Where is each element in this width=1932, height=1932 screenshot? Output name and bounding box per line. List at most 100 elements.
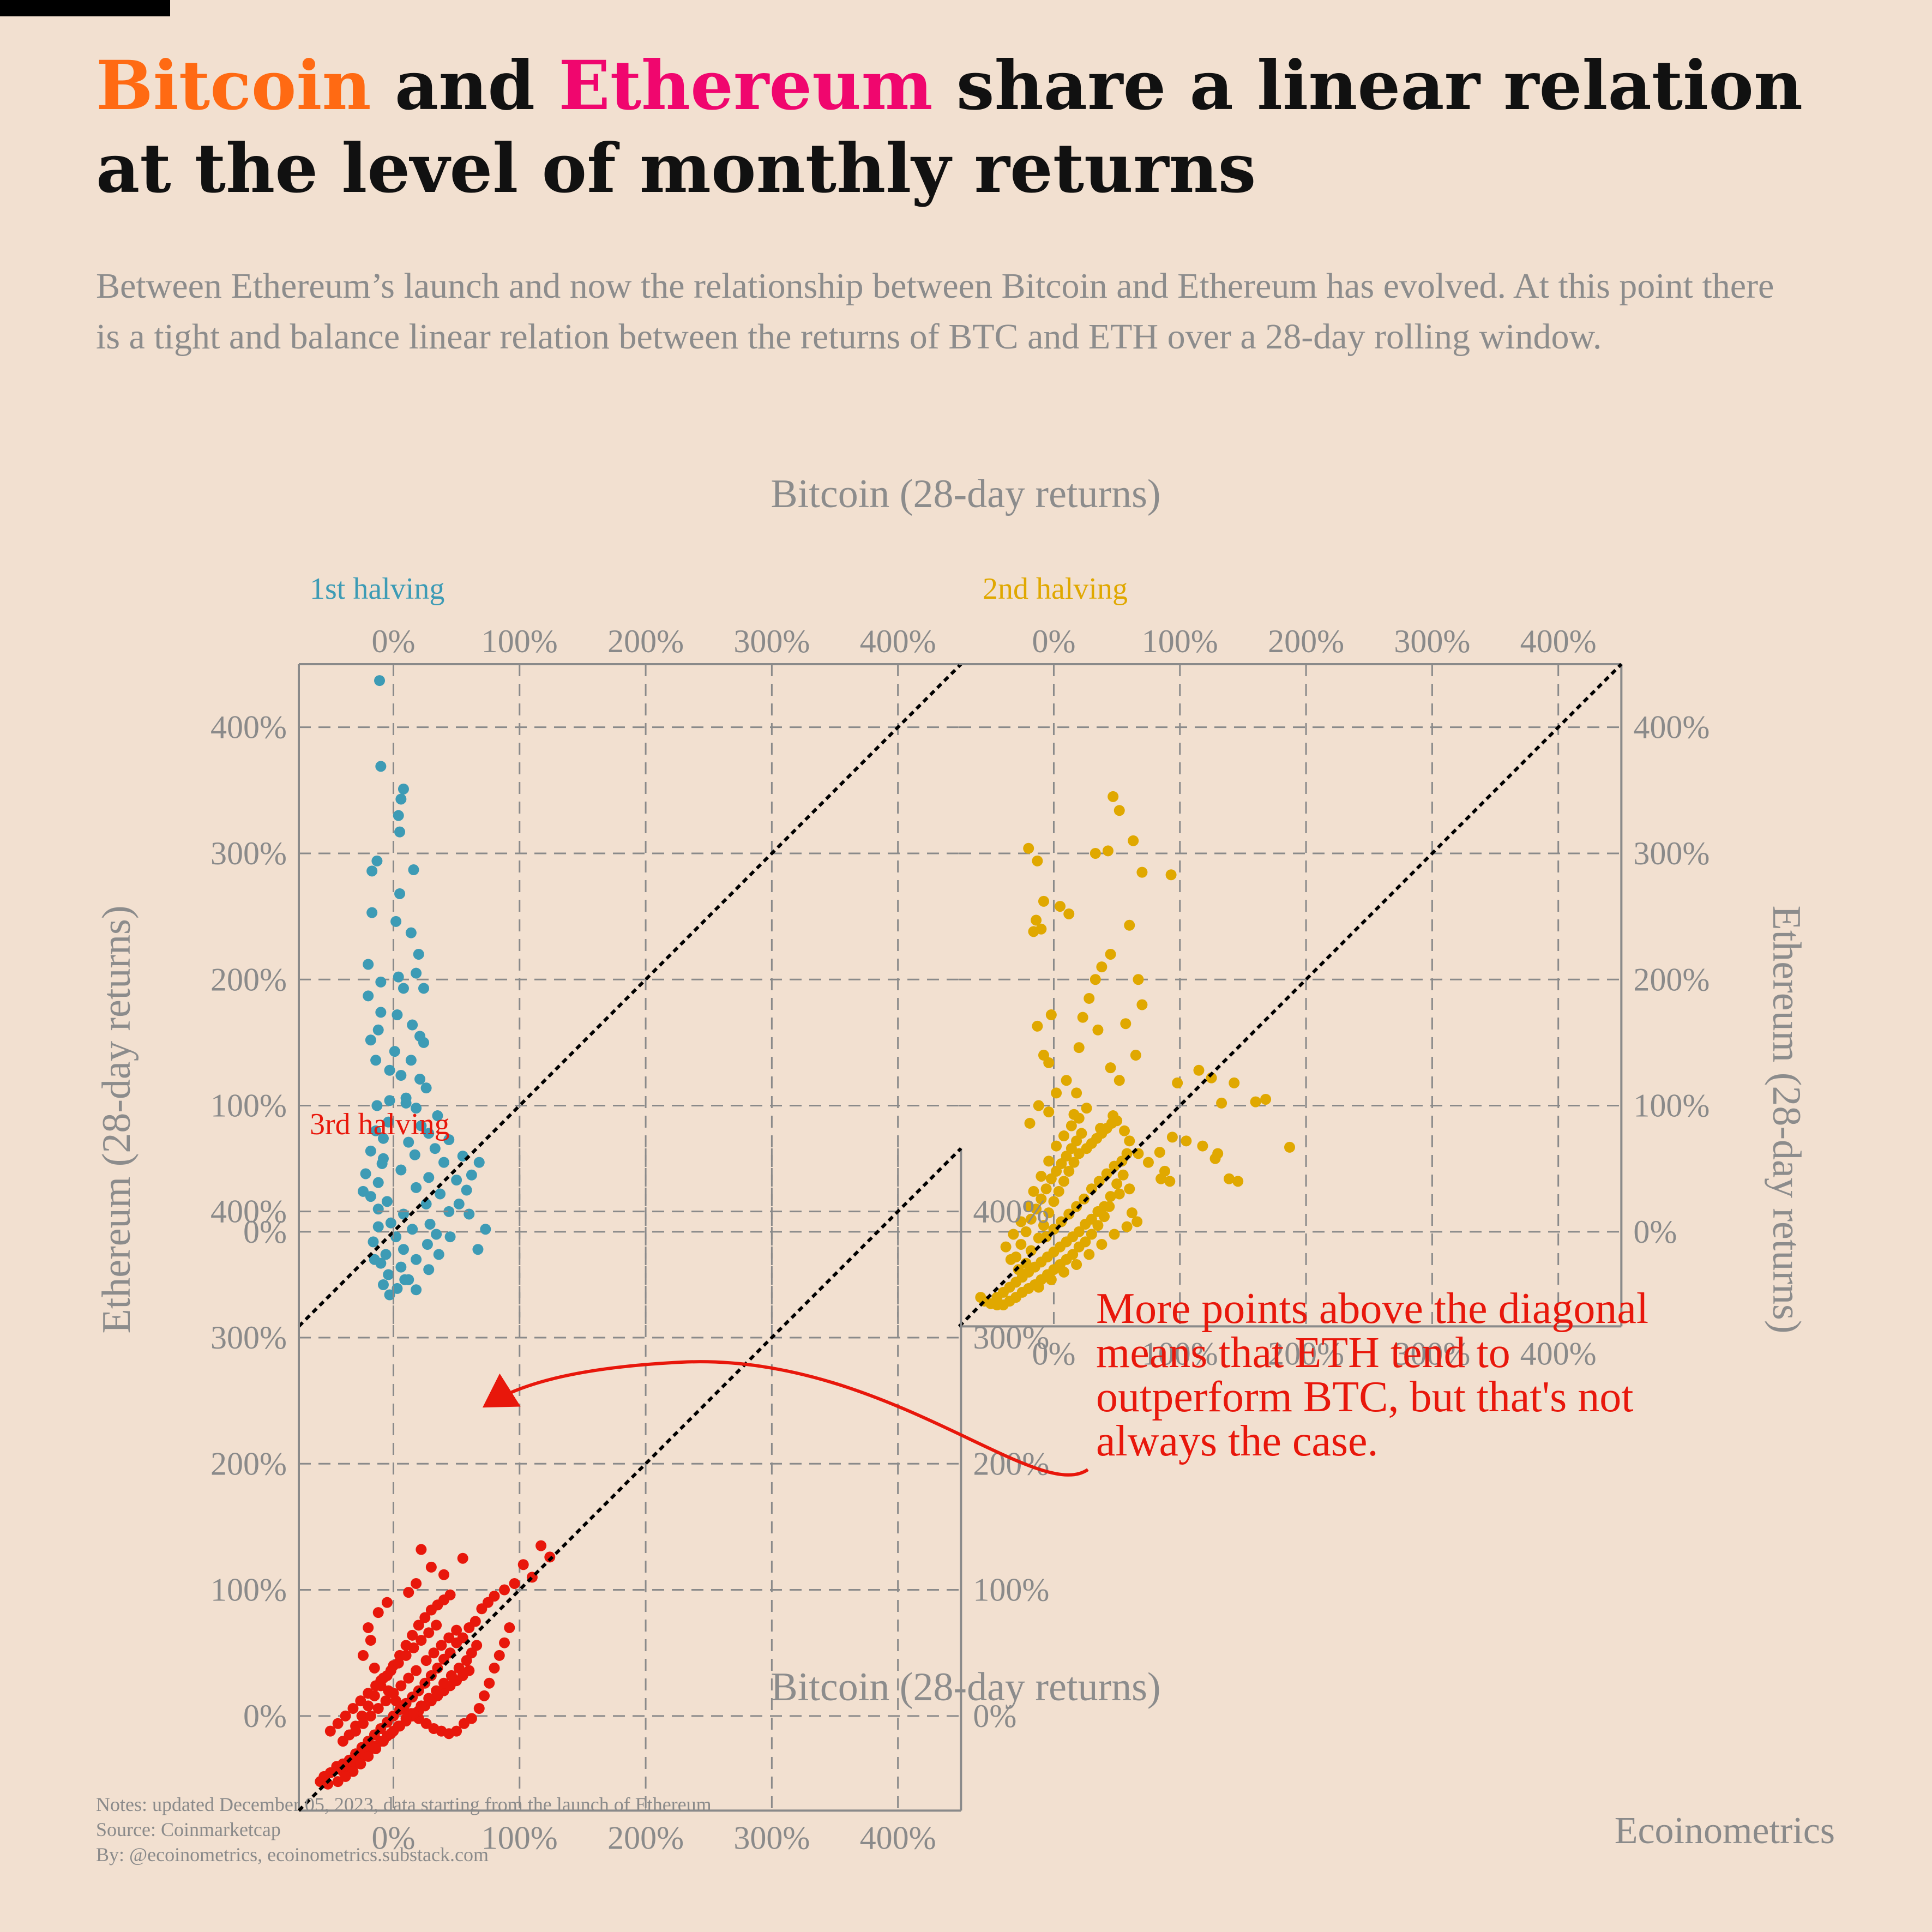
data-point xyxy=(1015,1216,1027,1227)
data-point xyxy=(453,1662,465,1674)
y-tick-label: 100% xyxy=(973,1572,1049,1608)
data-point xyxy=(1105,1191,1116,1202)
x-tick-label: 200% xyxy=(1268,1335,1344,1371)
data-point xyxy=(1043,1106,1055,1118)
data-point xyxy=(372,1024,384,1036)
data-point xyxy=(1073,1241,1085,1253)
data-point xyxy=(384,1095,395,1106)
y-tick-label: 200% xyxy=(210,961,287,997)
data-point xyxy=(408,1642,419,1653)
data-point xyxy=(372,1607,384,1618)
x-tick-label: 0% xyxy=(371,1820,415,1856)
data-point xyxy=(393,810,404,821)
data-point xyxy=(418,983,429,994)
data-point xyxy=(438,1569,449,1580)
y-tick-label: 300% xyxy=(210,1320,287,1356)
data-point xyxy=(1071,1087,1082,1099)
data-point xyxy=(369,1254,380,1265)
data-point xyxy=(423,1264,435,1275)
data-point xyxy=(423,1627,435,1639)
data-point xyxy=(431,1229,442,1240)
data-point xyxy=(438,1677,449,1689)
data-point xyxy=(1108,791,1119,802)
data-point xyxy=(398,1208,409,1220)
x-tick-label: 400% xyxy=(860,623,936,659)
data-point xyxy=(414,1073,426,1085)
data-point xyxy=(365,1635,376,1646)
data-point xyxy=(476,1603,487,1615)
data-point xyxy=(377,1153,389,1164)
panel-2: 0% 0% 0% 100% 100% 100% 200% 200% 200% 300% 300% 30… xyxy=(958,572,1710,1371)
data-point xyxy=(1043,1207,1055,1219)
data-point xyxy=(413,948,424,960)
data-point xyxy=(384,1289,395,1301)
data-point xyxy=(431,1620,442,1631)
x-tick-label: 0% xyxy=(371,623,415,659)
data-point xyxy=(493,1650,505,1661)
title-ethereum: Ethereum xyxy=(558,46,933,125)
data-point xyxy=(1063,1165,1075,1177)
title-bitcoin: Bitcoin xyxy=(96,46,371,125)
data-point xyxy=(436,1640,447,1651)
y-tick-label: 400% xyxy=(210,709,287,745)
data-point xyxy=(363,1622,374,1633)
data-point xyxy=(1124,1135,1135,1147)
data-point xyxy=(1015,1238,1027,1250)
data-point xyxy=(1048,1224,1060,1235)
data-point xyxy=(1133,974,1144,985)
data-point xyxy=(424,1218,436,1230)
x-tick-label: 300% xyxy=(733,623,810,659)
data-point xyxy=(1197,1140,1208,1152)
data-point xyxy=(1025,1213,1037,1225)
data-point xyxy=(420,1082,432,1094)
data-point xyxy=(1056,1216,1067,1227)
data-point xyxy=(1084,992,1095,1004)
y-tick-label: 0% xyxy=(243,1214,287,1250)
data-point xyxy=(375,761,387,772)
data-point xyxy=(1124,1183,1135,1195)
data-point xyxy=(411,1254,422,1265)
data-point xyxy=(1081,1103,1092,1114)
data-point xyxy=(381,1597,393,1608)
data-point xyxy=(405,1055,417,1066)
data-point xyxy=(363,1750,374,1762)
diagonal-reference-line xyxy=(297,663,962,1328)
data-point xyxy=(1023,842,1034,854)
data-point xyxy=(1071,1201,1082,1212)
data-point xyxy=(370,1125,382,1136)
data-point xyxy=(403,1136,414,1148)
data-point xyxy=(1096,1238,1108,1250)
data-point xyxy=(1032,1020,1043,1032)
x-tick-label: 300% xyxy=(733,1820,810,1856)
data-point xyxy=(1000,1241,1012,1253)
data-point xyxy=(1051,1140,1062,1152)
data-point xyxy=(473,1702,485,1714)
panel-label: 3rd halving xyxy=(310,1108,450,1141)
data-point xyxy=(385,1728,396,1740)
data-point xyxy=(1080,1218,1091,1230)
data-point xyxy=(372,1221,384,1232)
data-point xyxy=(1165,869,1177,881)
data-point xyxy=(418,1037,429,1048)
data-point xyxy=(409,1149,420,1160)
data-point xyxy=(357,1650,369,1661)
diagonal-reference-line xyxy=(297,1147,962,1812)
data-point xyxy=(1142,1157,1154,1168)
title-connector: and xyxy=(371,46,559,125)
data-point xyxy=(370,1055,382,1066)
data-point xyxy=(1033,1281,1044,1293)
data-point xyxy=(504,1622,515,1633)
y-tick-label: 0% xyxy=(243,1698,287,1734)
data-point xyxy=(457,1552,468,1564)
data-point xyxy=(1105,948,1116,960)
data-point xyxy=(1043,1155,1055,1167)
panel-label: 2nd halving xyxy=(983,572,1128,606)
data-point xyxy=(407,1224,418,1235)
data-point xyxy=(350,1725,362,1737)
data-point xyxy=(360,1168,371,1179)
data-point xyxy=(340,1710,351,1722)
data-point xyxy=(368,1236,379,1248)
annotation-line-3: outperform BTC, but that's not xyxy=(1096,1373,1633,1421)
data-point xyxy=(411,1103,422,1114)
